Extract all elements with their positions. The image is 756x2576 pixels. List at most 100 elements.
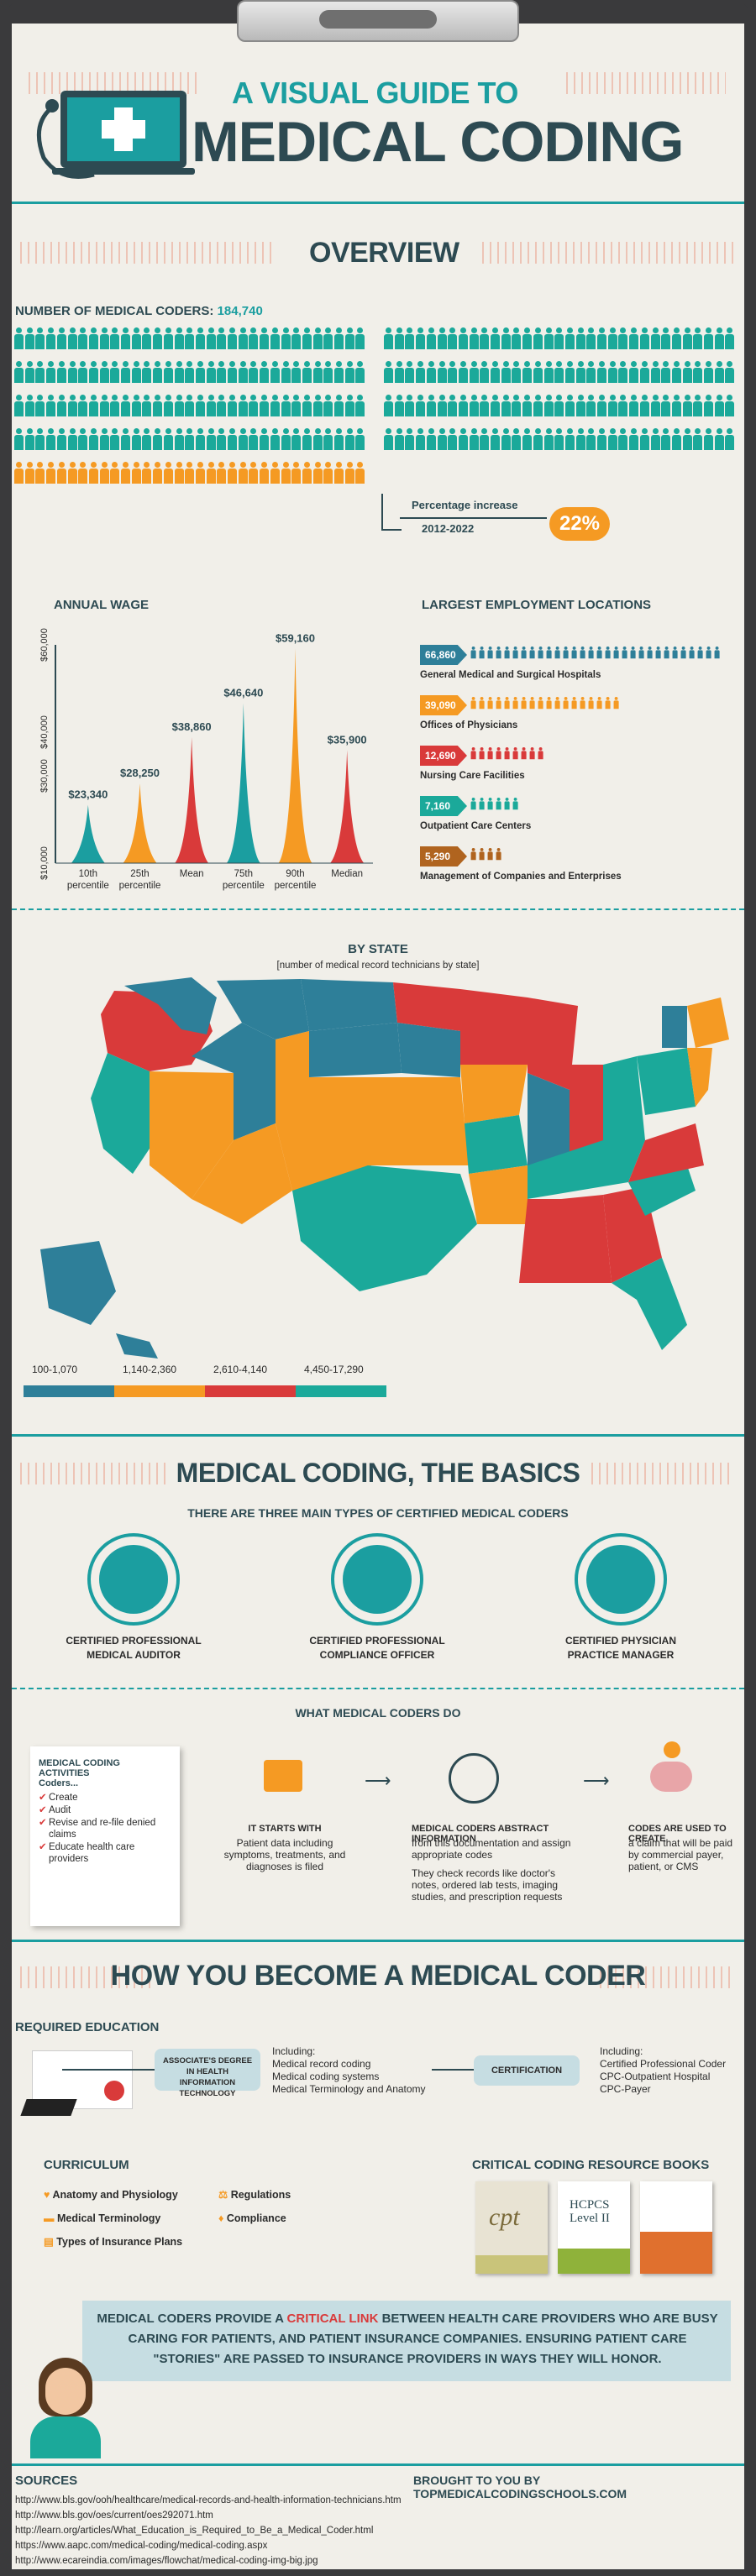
activity-item: ✔ Revise and re-file denied claims — [39, 1818, 156, 1840]
employment-label: General Medical and Surgical Hospitals — [420, 670, 601, 680]
person-icon — [281, 327, 291, 349]
person-icon — [487, 798, 493, 810]
person-icon — [227, 395, 237, 416]
person-icon — [703, 395, 713, 416]
person-icon — [238, 428, 248, 450]
credit-text: BROUGHT TO YOU BY TOPMEDICALCODINGSCHOOL… — [413, 2474, 627, 2500]
curriculum-item: Medical Terminology — [56, 2212, 161, 2224]
title-line-2: MEDICAL CODING — [192, 110, 684, 174]
person-icon — [571, 697, 577, 709]
employment-row: 5,290 Management of Companies and Enterpr… — [420, 846, 739, 893]
legend-label: 100-1,070 — [32, 1364, 78, 1375]
person-icon — [664, 647, 669, 659]
person-icon — [617, 395, 628, 416]
person-icon — [238, 361, 248, 383]
y-tick-label: $10,000 — [39, 846, 50, 880]
basics-subtitle: THERE ARE THREE MAIN TYPES OF CERTIFIED … — [187, 1506, 569, 1520]
person-icon — [647, 647, 653, 659]
source-link[interactable]: http://learn.org/articles/What_Education… — [15, 2526, 374, 2536]
person-icon — [470, 697, 476, 709]
person-icon — [333, 327, 344, 349]
person-icon — [34, 361, 45, 383]
person-icon — [533, 395, 543, 416]
person-icon — [109, 327, 120, 349]
person-icon — [682, 395, 692, 416]
coders-value: 184,740 — [217, 304, 263, 318]
person-icon — [120, 428, 130, 450]
wage-category-label: percentile — [67, 881, 109, 891]
person-icon — [238, 462, 248, 484]
basics-title: MEDICAL CODING, THE BASICS — [176, 1458, 580, 1488]
person-icon — [671, 395, 681, 416]
person-icon — [184, 462, 195, 484]
person-icon — [174, 462, 184, 484]
person-icon — [248, 395, 259, 416]
person-icon — [628, 361, 639, 383]
wage-category-label: 75th — [234, 869, 253, 879]
divider — [12, 1434, 744, 1437]
person-icon — [99, 395, 109, 416]
wage-title: ANNUAL WAGE — [54, 598, 150, 612]
person-icon — [354, 327, 365, 349]
person-icon — [607, 395, 617, 416]
arrow-right-icon: ⟶ — [365, 1770, 391, 1791]
person-icon — [415, 428, 426, 450]
increase-badge: 22% — [549, 507, 610, 541]
source-link[interactable]: http://www.ecareindia.com/images/flowcha… — [15, 2556, 318, 2566]
person-icon — [585, 361, 596, 383]
source-link[interactable]: http://www.bls.gov/oes/current/oes292071… — [15, 2511, 213, 2521]
person-icon — [617, 327, 628, 349]
employment-value: 39,090 — [420, 695, 467, 715]
required-education-title: REQUIRED EDUCATION — [15, 2020, 160, 2034]
dna-decoration — [29, 72, 197, 94]
increase-label: Percentage increase — [412, 499, 518, 511]
y-tick-label: $40,000 — [39, 715, 50, 749]
person-icon — [163, 428, 173, 450]
person-icon — [689, 647, 695, 659]
person-icon — [703, 361, 713, 383]
person-icon — [660, 327, 671, 349]
arrow-right-icon: ⟶ — [583, 1770, 610, 1791]
source-link[interactable]: http://www.bls.gov/ooh/healthcare/medica… — [15, 2495, 402, 2505]
auditor-icon — [87, 1533, 180, 1626]
employment-title: LARGEST EMPLOYMENT LOCATIONS — [422, 598, 652, 612]
person-icon — [270, 462, 280, 484]
pill-icon: ▬ — [44, 2212, 55, 2224]
source-link[interactable]: https://www.aapc.com/medical-coding/medi… — [15, 2541, 268, 2551]
person-icon — [141, 327, 152, 349]
quote-part-2: BETWEEN HEALTH CARE PROVIDERS WHO ARE BU… — [128, 2312, 718, 2366]
compliance-icon: ♦ — [218, 2212, 224, 2224]
person-icon — [248, 361, 259, 383]
person-icon — [479, 848, 485, 861]
person-icon — [479, 327, 490, 349]
wage-bar — [123, 783, 157, 863]
person-icon — [152, 395, 163, 416]
person-icon — [479, 697, 485, 709]
person-icon — [291, 395, 302, 416]
person-icon — [554, 428, 564, 450]
ribbon-icon — [104, 2081, 124, 2101]
step3-text: a claim that will be paid by commercial … — [628, 1837, 733, 1872]
activities-subtitle: Coders... — [39, 1778, 79, 1788]
person-icon — [291, 462, 302, 484]
person-icon — [141, 361, 152, 383]
person-icon — [45, 395, 56, 416]
person-icon — [543, 327, 554, 349]
wage-bar — [278, 648, 312, 863]
person-icon — [77, 361, 88, 383]
person-icon — [714, 327, 724, 349]
map-legend: 100-1,070 1,140-2,360 2,610-4,140 4,450-17,… — [24, 1364, 393, 1406]
person-icon — [617, 428, 628, 450]
dna-decoration — [566, 72, 726, 94]
person-icon — [504, 798, 510, 810]
connector-line — [400, 517, 547, 519]
person-icon — [184, 428, 195, 450]
person-icon — [479, 747, 485, 760]
person-icon — [671, 327, 681, 349]
person-icon — [404, 327, 415, 349]
person-icon — [394, 428, 404, 450]
person-icon — [479, 647, 485, 659]
person-icon — [67, 327, 77, 349]
wage-value-label: $59,160 — [276, 631, 315, 644]
dna-decoration — [20, 242, 272, 264]
